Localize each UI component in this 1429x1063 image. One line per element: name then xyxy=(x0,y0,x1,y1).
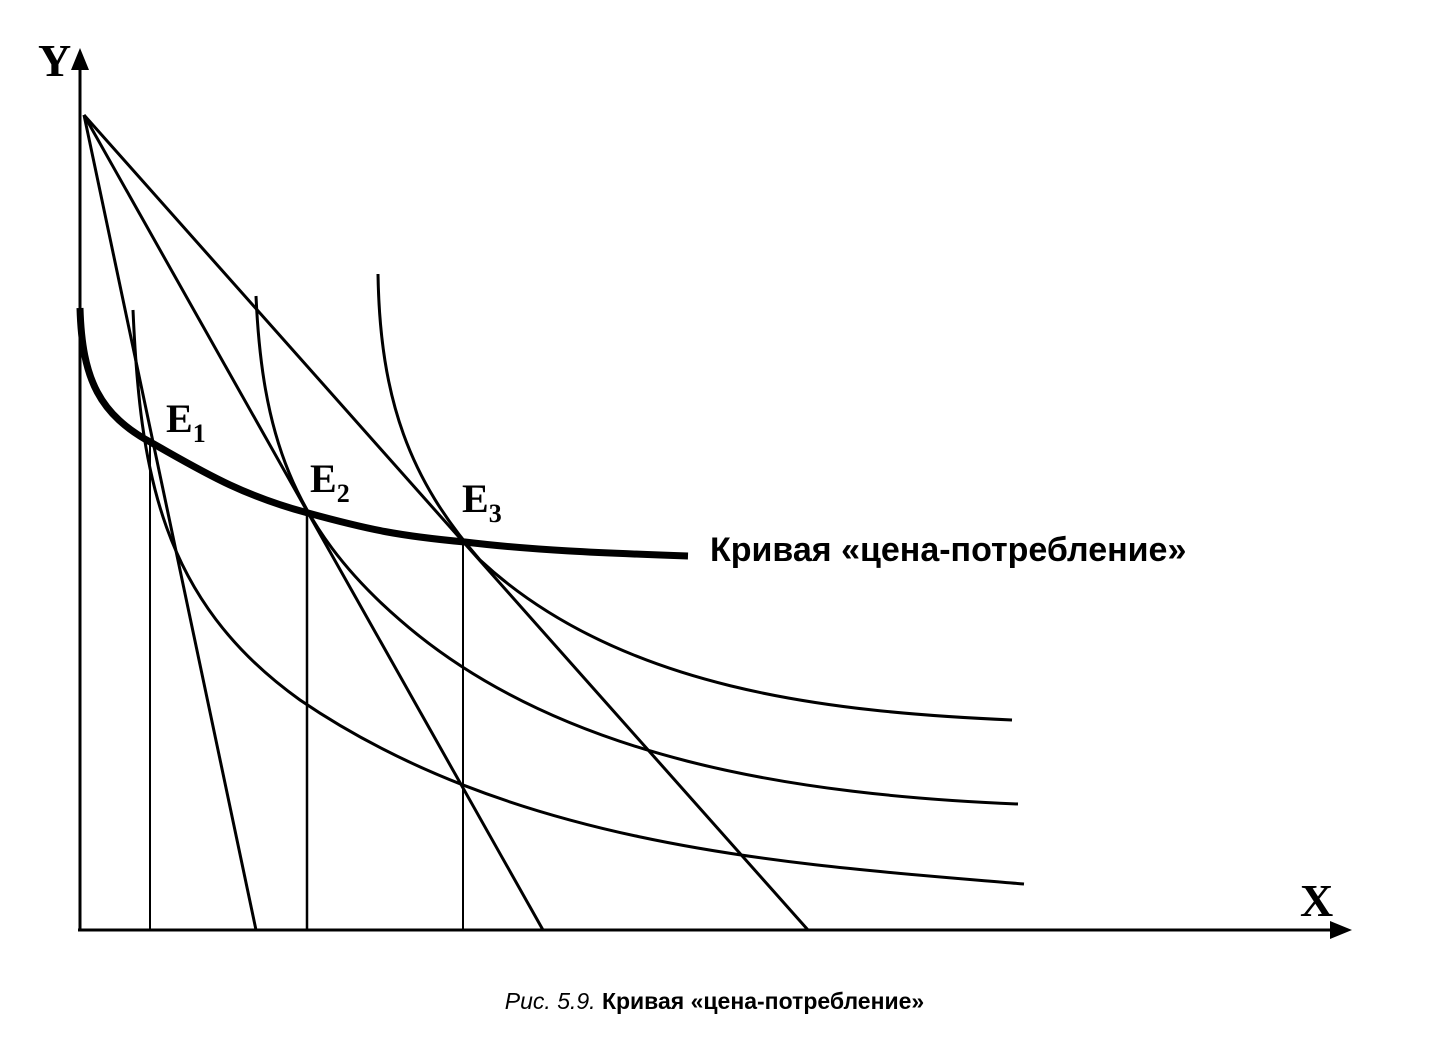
point-label-e2: E2 xyxy=(310,456,350,508)
x-axis-arrow xyxy=(1330,921,1352,939)
budget-line-1 xyxy=(82,114,258,931)
y-axis-arrow xyxy=(71,48,89,70)
caption-number: Рис. 5.9. xyxy=(504,988,596,1014)
caption-title: Кривая «цена-потребление» xyxy=(601,988,925,1014)
budget-line-3 xyxy=(82,114,810,931)
y-axis-label: Y xyxy=(38,35,71,86)
point-label-e1: E1 xyxy=(166,396,206,448)
x-axis-label: X xyxy=(1300,875,1333,926)
figure-caption: Рис. 5.9. Кривая «цена-потребление» xyxy=(0,988,1429,1015)
indifference-curve-2 xyxy=(254,295,1019,806)
price-consumption-curve-label: Кривая «цена-потребление» xyxy=(710,531,1186,569)
point-label-e3: E3 xyxy=(462,476,502,528)
indifference-curve-3 xyxy=(376,273,1013,722)
